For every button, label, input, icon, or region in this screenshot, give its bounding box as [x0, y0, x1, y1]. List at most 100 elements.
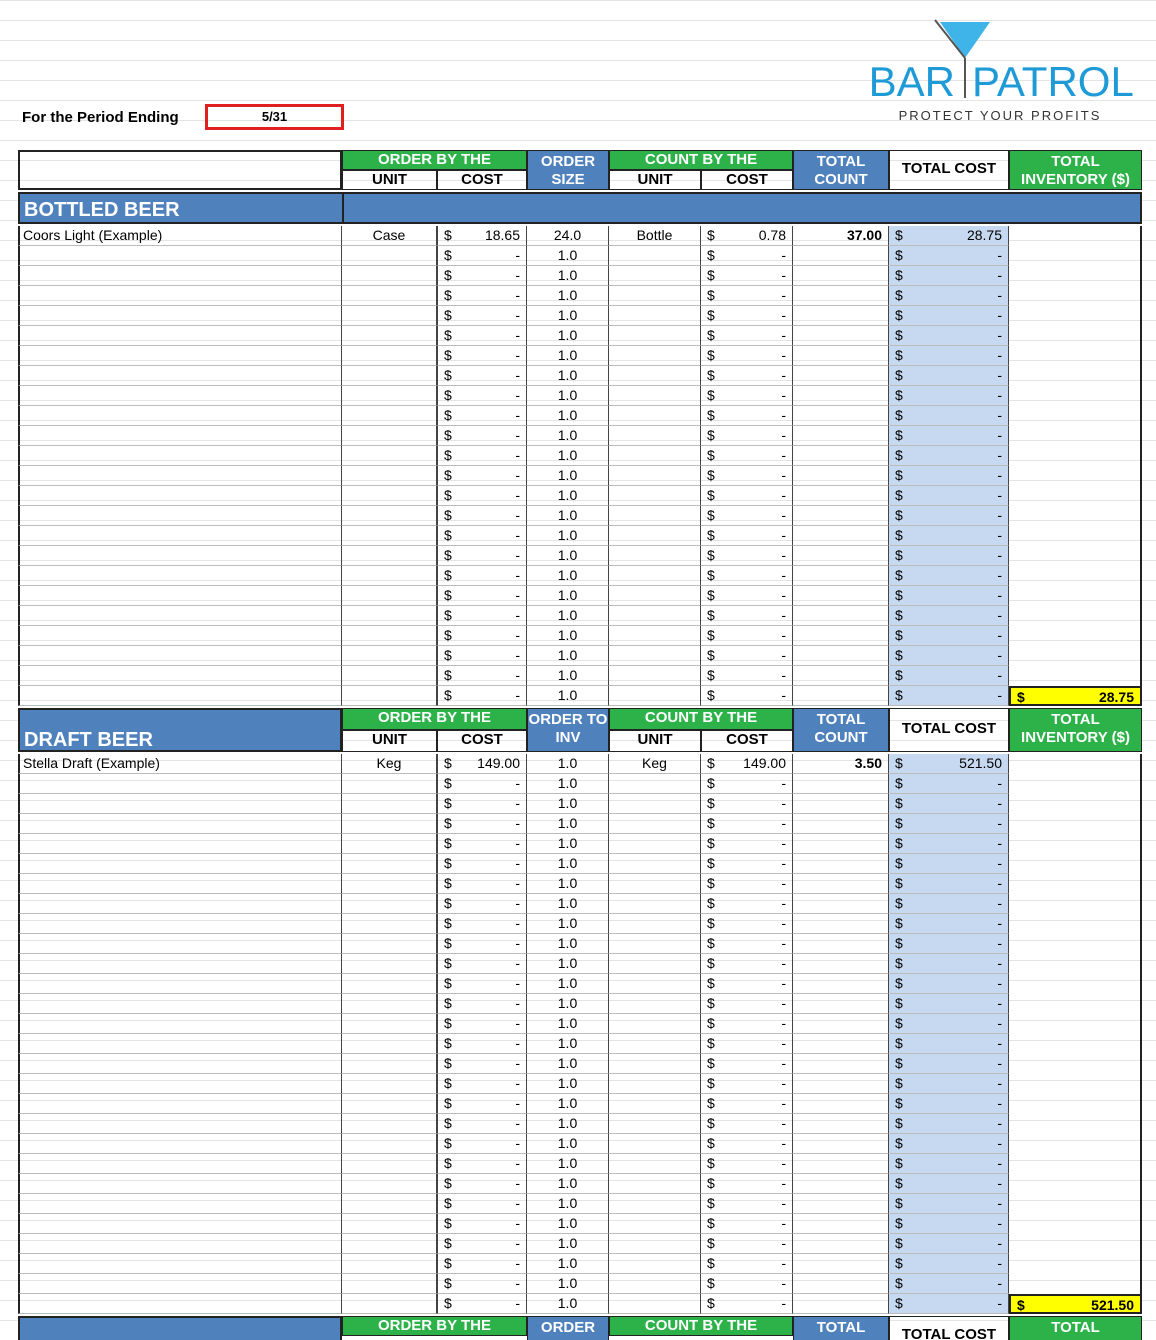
- currency: $: [444, 507, 452, 523]
- currency: $: [707, 447, 715, 463]
- cell: 1.0: [527, 934, 609, 954]
- cell: 1.0: [527, 686, 609, 706]
- cell: $ -: [701, 1274, 793, 1294]
- cell: $ -: [701, 1194, 793, 1214]
- currency: $: [895, 795, 903, 811]
- currency: $: [895, 367, 903, 383]
- cell-value: -: [515, 567, 520, 583]
- cell: [609, 834, 701, 854]
- cell: $ -: [701, 854, 793, 874]
- section-title: BOTTLED BEER: [24, 199, 180, 221]
- currency: $: [444, 267, 452, 283]
- cell: [18, 326, 342, 346]
- cell: 1.0: [527, 1054, 609, 1074]
- cell: [18, 1074, 342, 1094]
- cell-value: -: [997, 307, 1002, 323]
- currency: $: [1017, 689, 1025, 705]
- currency: $: [895, 467, 903, 483]
- cell: [609, 1014, 701, 1034]
- cell: [793, 326, 889, 346]
- cell: [793, 1214, 889, 1234]
- cell: 1.0: [527, 1234, 609, 1254]
- cell: $ -: [437, 326, 527, 346]
- cell-value: -: [781, 855, 786, 871]
- period-value[interactable]: 5/31: [205, 104, 344, 130]
- cell-value: -: [997, 387, 1002, 403]
- cell-value: -: [997, 875, 1002, 891]
- cell: $ -: [889, 1174, 1009, 1194]
- currency: $: [895, 687, 903, 703]
- currency: $: [895, 755, 903, 771]
- cell: [609, 1114, 701, 1134]
- cell: $ -: [701, 1254, 793, 1274]
- cell: [609, 1214, 701, 1234]
- cell: $ -: [889, 1134, 1009, 1154]
- cell-value: -: [781, 835, 786, 851]
- order-by-header: ORDER BY THE: [342, 1316, 527, 1336]
- cell: $ -: [889, 774, 1009, 794]
- currency: $: [707, 795, 715, 811]
- cell: $ -: [701, 774, 793, 794]
- cell: [609, 894, 701, 914]
- currency: $: [444, 407, 452, 423]
- cell: [18, 1154, 342, 1174]
- cell: $ -: [701, 286, 793, 306]
- cell-value: -: [997, 667, 1002, 683]
- cell: $ -: [701, 366, 793, 386]
- cell-value: -: [515, 387, 520, 403]
- cell: 1.0: [527, 1154, 609, 1174]
- currency: $: [895, 855, 903, 871]
- cell: [609, 346, 701, 366]
- cell-value: -: [997, 1015, 1002, 1031]
- cell: Coors Light (Example): [18, 226, 342, 246]
- cell: [1009, 326, 1142, 346]
- currency: $: [895, 247, 903, 263]
- cell: [18, 1134, 342, 1154]
- unit-header: UNIT: [609, 730, 701, 752]
- cell: [609, 1034, 701, 1054]
- cell: $ -: [437, 994, 527, 1014]
- cell: $ -: [437, 586, 527, 606]
- cell: $ -: [437, 774, 527, 794]
- cell: [609, 446, 701, 466]
- logo-glass-line: [934, 19, 966, 59]
- cell: [342, 346, 437, 366]
- cell: [342, 506, 437, 526]
- cell-value: -: [515, 795, 520, 811]
- cell: $ -: [889, 386, 1009, 406]
- cell: 1.0: [527, 386, 609, 406]
- cell: [793, 266, 889, 286]
- cell: Keg: [609, 754, 701, 774]
- cell: [793, 286, 889, 306]
- cell: [1009, 406, 1142, 426]
- order-size-header: ORDER SIZE: [527, 150, 609, 190]
- currency: $: [895, 1055, 903, 1071]
- cell: [18, 466, 342, 486]
- cell: [1009, 1054, 1142, 1074]
- currency: $: [444, 647, 452, 663]
- currency: $: [895, 627, 903, 643]
- cell: $ -: [437, 794, 527, 814]
- cell: [609, 814, 701, 834]
- cell-value: -: [515, 1175, 520, 1191]
- cell-value: -: [997, 247, 1002, 263]
- count-by-header: COUNT BY THE: [609, 150, 793, 170]
- cell: [1009, 914, 1142, 934]
- cell-value: -: [515, 647, 520, 663]
- cell-value: -: [997, 367, 1002, 383]
- cell: $ -: [437, 1054, 527, 1074]
- cell: [793, 566, 889, 586]
- currency: $: [707, 1255, 715, 1271]
- currency: $: [895, 427, 903, 443]
- cell: $18.65: [437, 226, 527, 246]
- cell-value: -: [781, 1095, 786, 1111]
- cell: $ -: [437, 974, 527, 994]
- currency: $: [707, 587, 715, 603]
- cell: $ -: [701, 1034, 793, 1054]
- cell: [609, 974, 701, 994]
- cell: 1.0: [527, 306, 609, 326]
- cell-value: -: [515, 447, 520, 463]
- cell-value: -: [515, 467, 520, 483]
- currency: $: [895, 347, 903, 363]
- cell: $ -: [437, 1274, 527, 1294]
